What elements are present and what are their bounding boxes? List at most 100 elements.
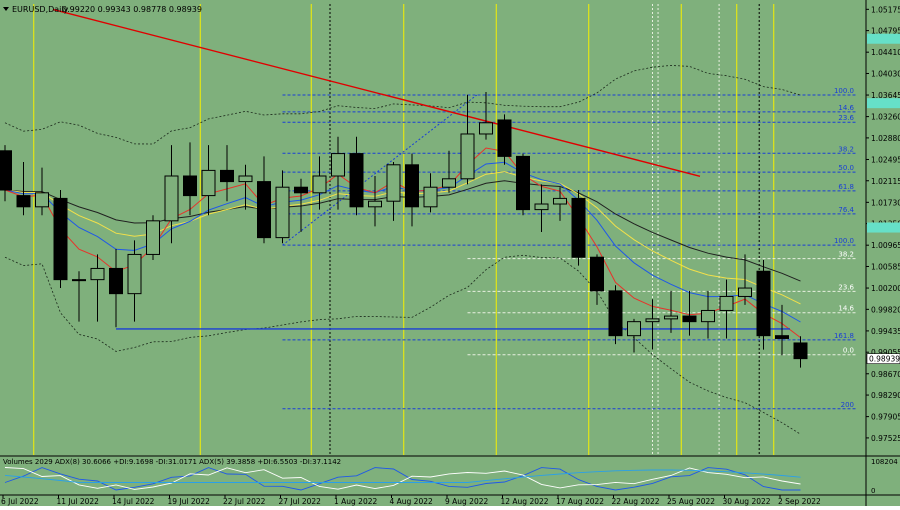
time-tick-label: 6 Jul 2022 <box>1 497 39 506</box>
candle-body[interactable] <box>793 342 808 360</box>
ema-long-line <box>4 180 801 282</box>
time-tick-label: 25 Aug 2022 <box>667 497 715 506</box>
candle-body[interactable] <box>516 155 530 211</box>
time-tick-label: 17 Aug 2022 <box>556 497 604 506</box>
candle-body[interactable] <box>738 287 752 297</box>
collapse-triangle-icon[interactable] <box>3 7 9 11</box>
candle-body[interactable] <box>571 197 586 258</box>
fib-upper-label: 100.0 <box>834 237 854 245</box>
price-tick-label: 0.99435 <box>871 327 900 336</box>
ema-mid-line <box>4 161 801 323</box>
candle-body[interactable] <box>312 175 327 194</box>
indicator-scale-bottom: 0 <box>871 487 875 495</box>
candle-body[interactable] <box>275 186 290 239</box>
candle-body[interactable] <box>608 290 623 337</box>
time-tick-label: 2 Sep 2022 <box>778 497 821 506</box>
candle-body[interactable] <box>627 321 641 337</box>
candle-body[interactable] <box>775 335 789 339</box>
time-tick-label: 19 Jul 2022 <box>168 497 211 506</box>
di-plus-line <box>4 467 801 491</box>
candle-body[interactable] <box>386 164 401 202</box>
indicator-panel: Volumes 2029 ADX(8) 30.6066 +DI:9.1698 -… <box>0 455 900 495</box>
price-tick-label: 1.02115 <box>871 177 900 186</box>
candle-body[interactable] <box>90 267 105 281</box>
candle-body[interactable] <box>220 169 234 183</box>
indicator-scale-top: 108204 <box>871 458 898 466</box>
resistance-trendline <box>53 8 701 177</box>
candle-body[interactable] <box>534 203 549 211</box>
candle-body[interactable] <box>645 318 660 323</box>
price-tick-label: 1.00965 <box>871 241 900 250</box>
time-tick-label: 22 Jul 2022 <box>223 497 266 506</box>
fib-lower-label: 23.6 <box>838 283 854 291</box>
candle-body[interactable] <box>294 186 308 194</box>
time-tick-label: 14 Jul 2022 <box>112 497 155 506</box>
price-tick-label: 1.04795 <box>871 27 900 36</box>
candle-body[interactable] <box>497 119 512 157</box>
candle-body[interactable] <box>35 192 49 208</box>
price-highlight-box <box>867 98 900 109</box>
chart-header: EURUSD,Daily 0.99220 0.99343 0.98778 0.9… <box>3 5 202 14</box>
candle-body[interactable] <box>127 253 142 295</box>
candle-body[interactable] <box>109 267 123 295</box>
price-tick-label: 1.00585 <box>871 262 900 271</box>
price-tick-label: 0.99820 <box>871 305 900 314</box>
price-tick-label: 0.98290 <box>871 391 900 400</box>
symbol-label: EURUSD,Daily <box>12 5 69 14</box>
candle-body[interactable] <box>53 197 68 281</box>
drawn-lines <box>53 8 790 330</box>
fib-lower-label: 200 <box>841 401 854 409</box>
fib-upper-label: 76.4 <box>838 206 854 214</box>
fib-anchor-line <box>282 94 478 246</box>
candle-body[interactable] <box>701 309 715 323</box>
candle-body[interactable] <box>368 200 382 208</box>
di-minus-line <box>4 467 801 490</box>
price-tick-label: 1.03645 <box>871 91 900 100</box>
candle-body[interactable] <box>164 175 179 222</box>
ema-slow-line <box>4 171 801 305</box>
candle-body[interactable] <box>442 178 456 188</box>
time-axis: 6 Jul 2022 11 Jul 2022 14 Jul 2022 19 Jul 2… <box>0 494 900 506</box>
candle-body[interactable] <box>405 164 419 208</box>
fib-lower-label: 14.6 <box>838 305 854 313</box>
candle-body[interactable] <box>0 150 12 191</box>
candle-body[interactable] <box>682 315 697 323</box>
candle-body[interactable] <box>16 195 31 208</box>
time-tick-label: 27 Jul 2022 <box>279 497 322 506</box>
bollinger-bands <box>4 64 801 435</box>
fib-lower-label: 0.0 <box>843 347 854 355</box>
candle-body[interactable] <box>553 197 567 205</box>
price-axis: 1.05175 1.04795 1.04410 1.04030 1.03645 1.032… <box>865 0 900 506</box>
fib-upper-label: 61.8 <box>838 183 854 191</box>
candle-body[interactable] <box>460 133 475 180</box>
price-tick-label: 0.97905 <box>871 413 900 422</box>
ohlc-label: 0.99220 0.99343 0.98778 0.98939 <box>62 5 202 14</box>
candle-body[interactable] <box>238 175 253 183</box>
candle-body[interactable] <box>719 295 734 311</box>
candle-body[interactable] <box>257 181 271 239</box>
fib-upper-label: 38.2 <box>838 145 854 153</box>
candle-body[interactable] <box>756 270 771 337</box>
price-tick-label: 1.00200 <box>871 284 900 293</box>
candles[interactable] <box>0 91 808 368</box>
candle-body[interactable] <box>590 256 604 292</box>
candle-body[interactable] <box>201 169 216 197</box>
candle-body[interactable] <box>479 122 493 135</box>
candle-body[interactable] <box>664 315 678 320</box>
price-tick-label: 1.02880 <box>871 134 900 143</box>
price-highlight-box <box>867 222 900 233</box>
adx-line <box>4 469 801 483</box>
price-tick-label: 1.04030 <box>871 69 900 78</box>
candle-body[interactable] <box>146 220 160 255</box>
candle-body[interactable] <box>183 175 197 197</box>
fib-upper-label: 50.0 <box>838 164 854 172</box>
candle-body[interactable] <box>349 153 364 208</box>
vertical-markers <box>33 4 775 455</box>
time-tick-label: 12 Aug 2022 <box>501 497 549 506</box>
candle-body[interactable] <box>423 186 438 208</box>
indicator-label: Volumes 2029 ADX(8) 30.6066 +DI:9.1698 -… <box>3 458 341 466</box>
candle-body[interactable] <box>331 153 345 177</box>
candle-body[interactable] <box>72 279 86 282</box>
